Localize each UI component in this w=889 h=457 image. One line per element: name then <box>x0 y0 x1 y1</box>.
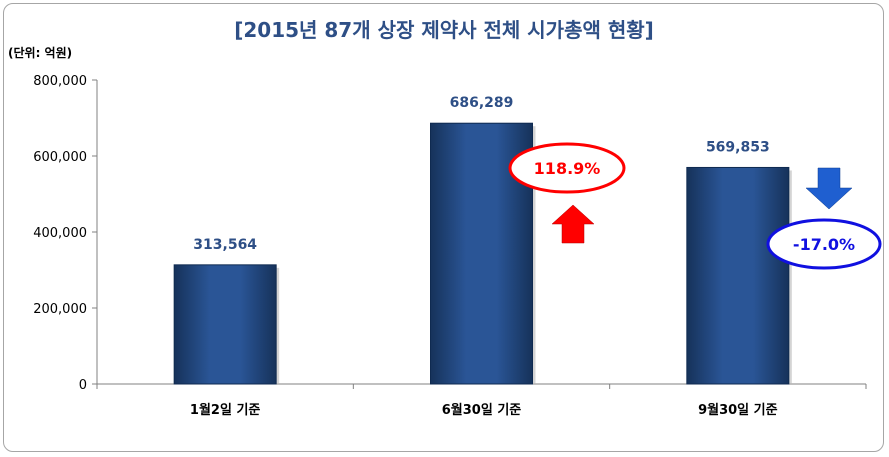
data-label: 569,853 <box>706 139 770 155</box>
up-arrow-icon <box>551 204 595 244</box>
data-label: 686,289 <box>450 95 514 111</box>
x-tick-label: 6월30일 기준 <box>442 402 522 418</box>
bar <box>173 264 277 385</box>
bar <box>686 166 790 385</box>
x-tick-label: 1월2일 기준 <box>190 402 260 418</box>
y-tick-label: 400,000 <box>33 226 87 241</box>
y-axis-ticks: 0 200,000 400,000 600,000 800,000 <box>33 74 97 393</box>
increase-badge-text: 118.9% <box>534 159 601 178</box>
down-arrow-icon <box>805 167 853 210</box>
unit-label: (단위: 억원) <box>8 45 72 60</box>
y-tick-label: 200,000 <box>33 302 87 317</box>
data-label: 313,564 <box>193 237 257 253</box>
increase-badge <box>508 142 626 194</box>
decrease-badge-text: -17.0% <box>793 235 855 254</box>
x-tick-label: 9월30일 기준 <box>698 402 778 418</box>
data-labels: 313,564 686,289 569,853 <box>193 95 769 253</box>
x-axis-ticks: 1월2일 기준 6월30일 기준 9월30일 기준 <box>96 384 867 418</box>
y-tick-label: 600,000 <box>33 150 87 165</box>
y-tick-label: 800,000 <box>33 74 87 89</box>
y-tick-label: 0 <box>79 378 87 393</box>
bars <box>173 122 792 385</box>
decrease-badge <box>766 218 882 270</box>
chart-title: [2015년 87개 상장 제약사 전체 시가총액 현황] <box>234 18 654 42</box>
